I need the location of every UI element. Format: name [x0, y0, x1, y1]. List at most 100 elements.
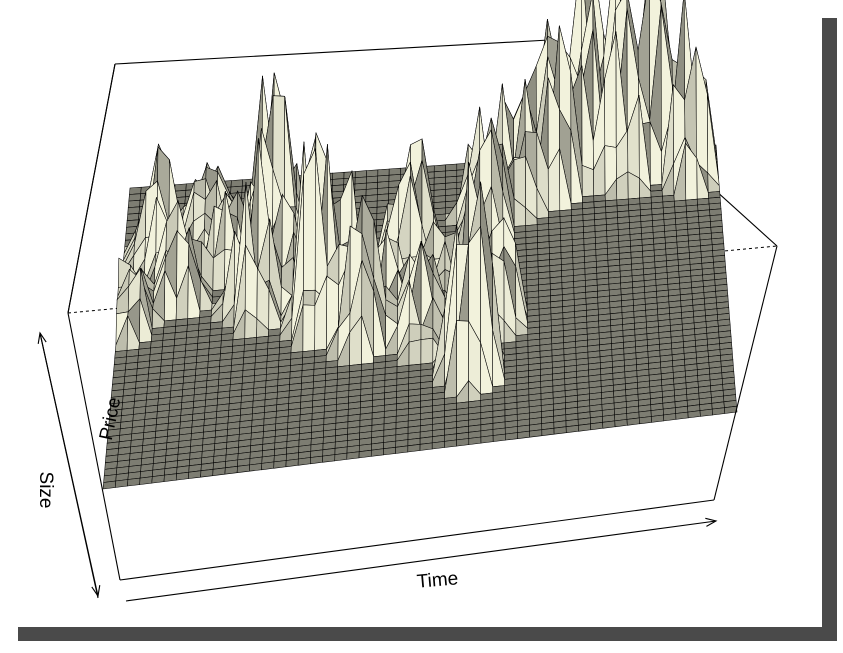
surface-facet [445, 182, 458, 190]
surface-facet [433, 176, 446, 185]
surface-facet [433, 183, 446, 191]
surface-facet [638, 416, 652, 425]
surface-facet [433, 164, 446, 173]
surface-facet [445, 188, 458, 196]
surface-facet [354, 182, 367, 191]
box-edge-front [67, 312, 121, 581]
surface-facet [517, 430, 530, 440]
surface-facet [456, 438, 470, 447]
surface-facet [174, 183, 187, 192]
surface-facet [273, 460, 287, 469]
shadow-right [822, 18, 837, 641]
surface-facet [297, 457, 311, 466]
surface-facet [419, 442, 433, 451]
size-axis-arrow-down-head [91, 585, 101, 598]
surface-facet [230, 185, 243, 194]
surface-facet [127, 477, 141, 487]
surface-facet [332, 172, 345, 180]
surface-facet [332, 178, 345, 186]
surface-facet [370, 448, 384, 457]
surface-facet [310, 455, 323, 465]
surface-facet [187, 470, 202, 479]
chart-shadow [18, 18, 837, 641]
surface-facet [407, 443, 421, 453]
surface-facet [139, 476, 153, 485]
box-edge-front [713, 245, 778, 501]
surface-facet [695, 46, 709, 174]
surface-facet [663, 413, 677, 422]
surface-facet [581, 165, 594, 197]
shadow-bottom [18, 627, 837, 641]
surface-facet [249, 463, 263, 472]
surface-facet [163, 473, 177, 482]
surface-facet [224, 465, 238, 475]
surface-facet [541, 427, 555, 437]
surface-facet [365, 188, 378, 196]
surface-facet [433, 195, 446, 203]
surface-facet [444, 439, 457, 448]
surface-facet [480, 435, 494, 444]
surface-facet [433, 170, 446, 179]
surface-facet [200, 468, 214, 478]
surface-facet [445, 176, 458, 184]
surface-facet [431, 441, 445, 450]
surface-facet [236, 464, 250, 474]
surface-facet [151, 474, 165, 484]
surface-facet [127, 206, 140, 215]
surface-facet [711, 407, 726, 416]
surface-facet [114, 479, 129, 488]
surface-facet [212, 467, 226, 477]
surface-facet [334, 452, 348, 462]
surface-facet [651, 414, 665, 423]
surface-facet [553, 426, 567, 435]
surface-facet [358, 449, 372, 459]
box-edge-back [114, 39, 550, 65]
surface-facet [354, 176, 367, 185]
surface-facet [377, 181, 390, 189]
surface-facet [565, 424, 579, 434]
surface-facet [377, 174, 390, 183]
surface-facet [395, 445, 409, 454]
surface-facet [366, 175, 379, 184]
surface-facet [433, 189, 446, 197]
surface-facet [388, 167, 401, 176]
surface-facet [578, 423, 591, 432]
z-axis-label: Size [35, 472, 56, 509]
surface-facet [365, 194, 378, 203]
time-axis-arrow [125, 520, 717, 602]
surface-facet [365, 182, 378, 190]
size-axis-arrow-down [39, 332, 99, 597]
surface-facet [126, 212, 140, 222]
surface-facet [127, 199, 141, 208]
surface-facet [383, 446, 396, 456]
bounding-box-front [67, 63, 778, 581]
surface-facet [529, 429, 543, 438]
surface-facet [699, 408, 713, 417]
surface-facet [388, 174, 401, 182]
surface-facet [492, 433, 506, 442]
surface-facet [285, 458, 299, 468]
surface-facet [445, 225, 458, 233]
surface-facet [445, 163, 458, 172]
surface-facet [626, 417, 640, 426]
surface-facet [614, 419, 628, 428]
surface-facet [675, 411, 689, 420]
surface-mesh [102, 0, 738, 490]
surface-facet [302, 289, 316, 306]
surface-facet [261, 461, 275, 471]
time-axis-arrow-head [705, 517, 718, 527]
surface-facet [230, 179, 243, 188]
surface-facet [408, 339, 422, 366]
x-axis-label: Time [416, 568, 459, 593]
surface-facet [445, 169, 458, 178]
surface-facet [468, 436, 482, 445]
surface-facet [420, 337, 434, 365]
surface-facet [377, 187, 390, 195]
surface-facet [602, 420, 616, 429]
surface-facet [354, 189, 367, 197]
surface-facet [505, 432, 518, 441]
surface-facet [366, 169, 379, 178]
surface-facet [433, 201, 446, 210]
surface-facet [331, 184, 344, 193]
